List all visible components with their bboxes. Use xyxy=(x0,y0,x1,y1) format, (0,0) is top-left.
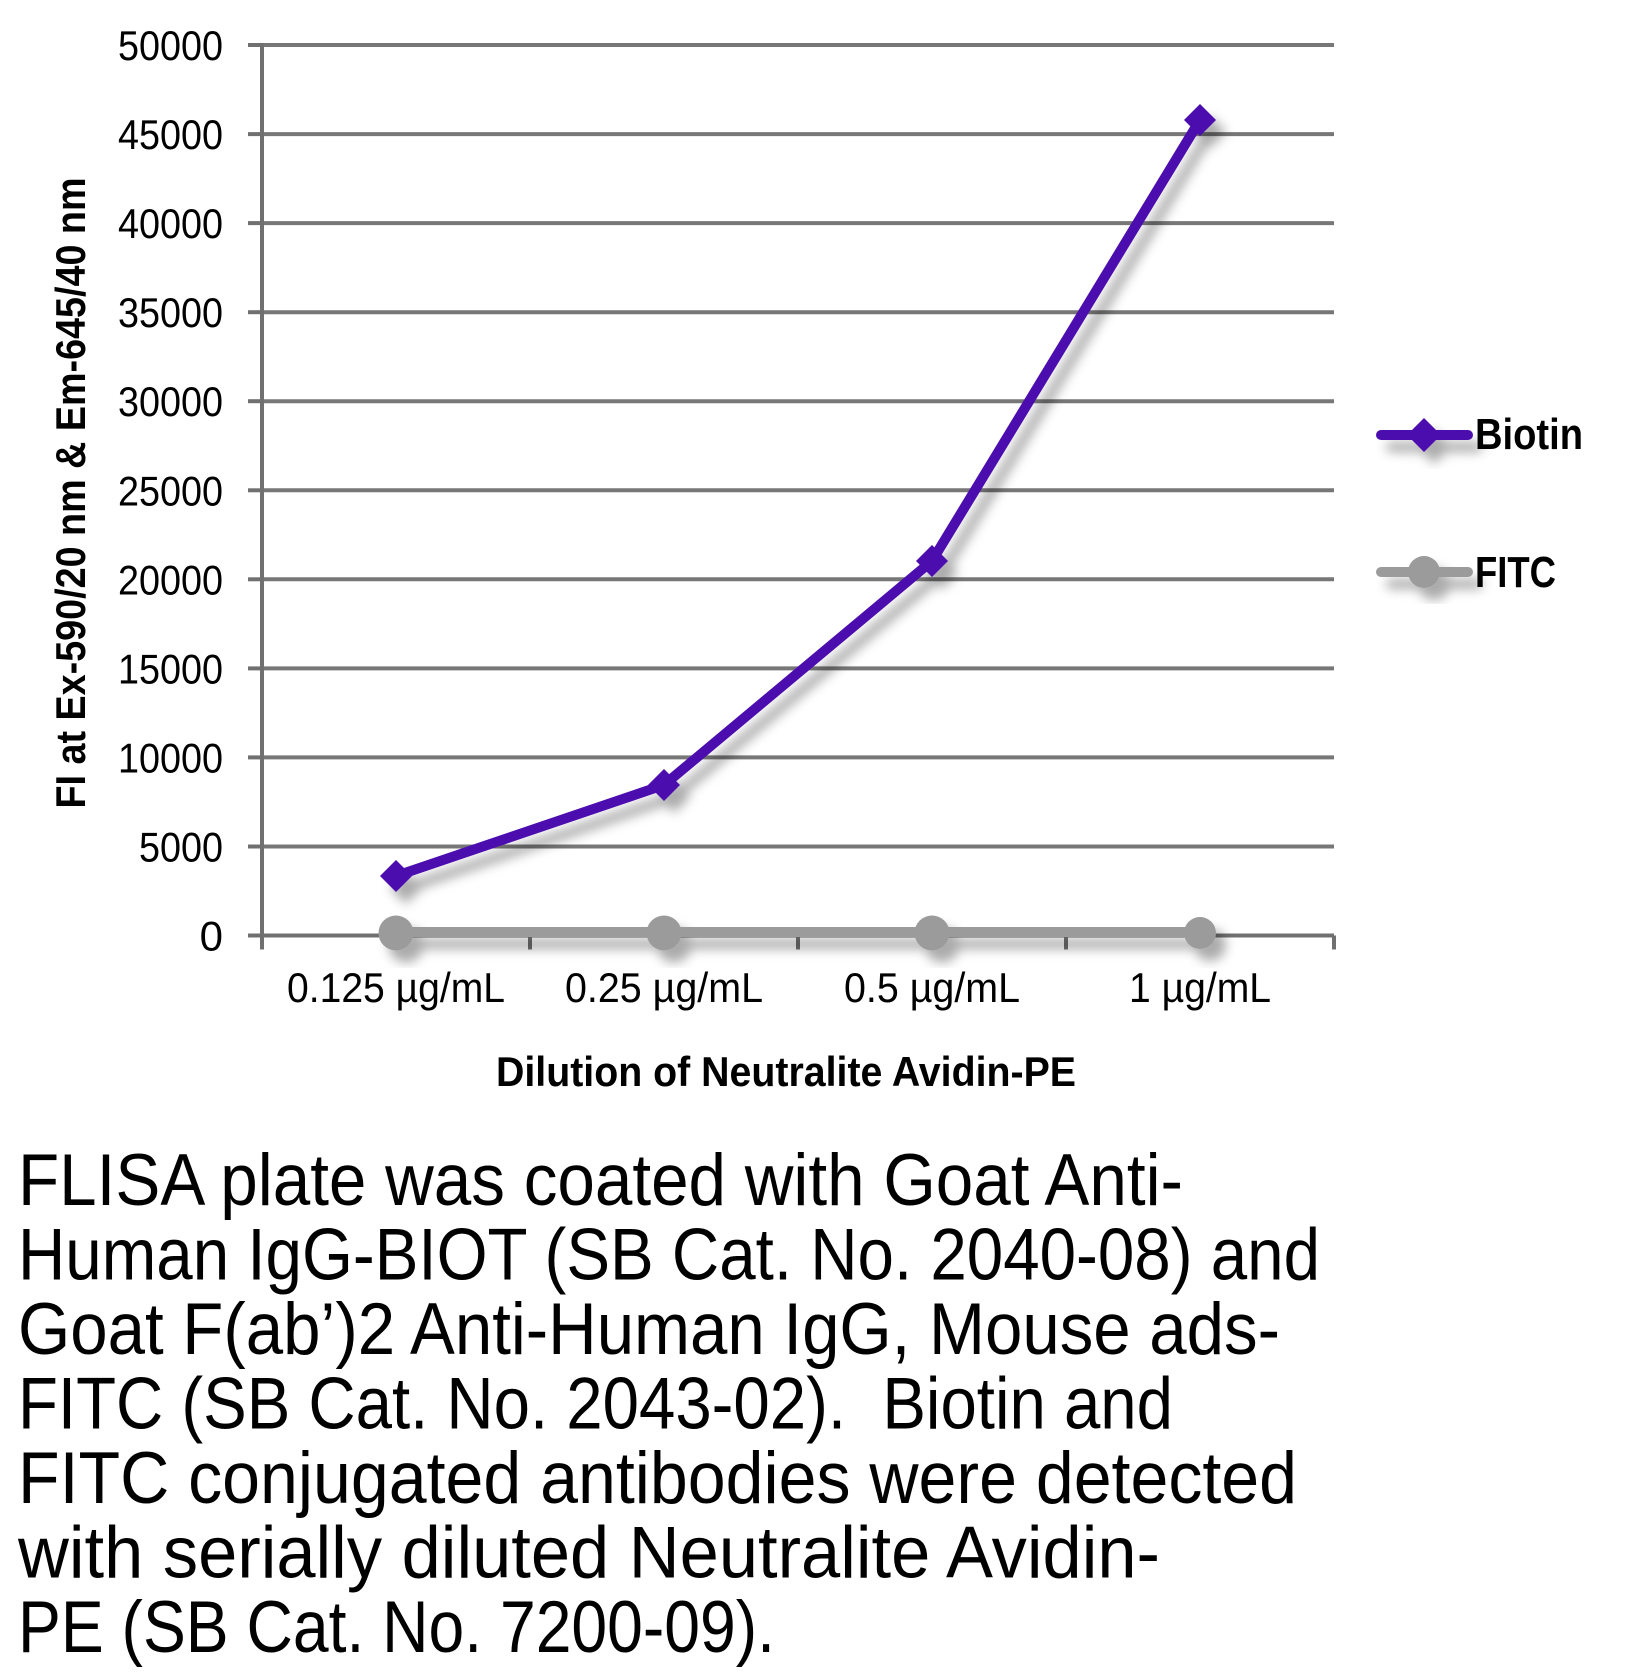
svg-text:45000: 45000 xyxy=(118,111,223,158)
svg-text:35000: 35000 xyxy=(118,289,223,336)
svg-text:PE (SB Cat. No. 7200-09).: PE (SB Cat. No. 7200-09). xyxy=(18,1587,775,1668)
svg-text:50000: 50000 xyxy=(118,22,223,69)
svg-text:40000: 40000 xyxy=(118,200,223,247)
svg-text:Human IgG-BIOT (SB Cat. No. 20: Human IgG-BIOT (SB Cat. No. 2040-08) and xyxy=(18,1215,1320,1296)
svg-text:Biotin: Biotin xyxy=(1475,410,1583,459)
svg-text:30000: 30000 xyxy=(118,378,223,425)
svg-text:FI at Ex-590/20 nm & Em-645/40: FI at Ex-590/20 nm & Em-645/40 nm xyxy=(47,178,94,809)
svg-text:10000: 10000 xyxy=(118,734,223,781)
svg-text:Dilution of Neutralite Avidin-: Dilution of Neutralite Avidin-PE xyxy=(496,1048,1076,1095)
svg-text:0.125 µg/mL: 0.125 µg/mL xyxy=(287,964,505,1011)
svg-text:0.25 µg/mL: 0.25 µg/mL xyxy=(565,964,763,1011)
svg-text:FITC conjugated antibodies wer: FITC conjugated antibodies were detected xyxy=(18,1438,1297,1519)
svg-text:FITC: FITC xyxy=(1475,548,1556,597)
svg-text:Goat F(ab’)2 Anti-Human IgG, M: Goat F(ab’)2 Anti-Human IgG, Mouse ads- xyxy=(18,1289,1280,1370)
svg-text:with serially diluted Neutrali: with serially diluted Neutralite Avidin- xyxy=(17,1513,1160,1594)
svg-text:0.5 µg/mL: 0.5 µg/mL xyxy=(844,964,1020,1011)
svg-text:FITC (SB Cat. No. 2043-02). B: FITC (SB Cat. No. 2043-02). Biotin and xyxy=(18,1364,1173,1445)
svg-text:25000: 25000 xyxy=(118,467,223,514)
svg-text:20000: 20000 xyxy=(118,556,223,603)
svg-text:0: 0 xyxy=(200,913,223,960)
svg-text:15000: 15000 xyxy=(118,645,223,692)
svg-text:1 µg/mL: 1 µg/mL xyxy=(1129,964,1271,1011)
svg-text:5000: 5000 xyxy=(139,824,223,871)
svg-text:FLISA plate was coated with Go: FLISA plate was coated with Goat Anti- xyxy=(18,1140,1183,1221)
